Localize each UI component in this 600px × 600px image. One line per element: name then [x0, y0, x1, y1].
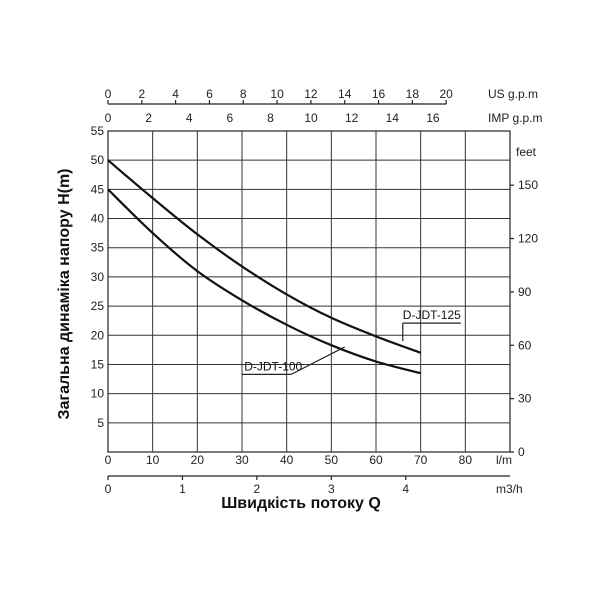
bottom-m3h-tick-label: 3 [328, 482, 335, 496]
top-imp-tick-label: 16 [426, 111, 440, 125]
top-imp-tick-label: 10 [304, 111, 318, 125]
x-tick-label: 40 [280, 453, 294, 467]
bottom-m3h-unit: m3/h [496, 482, 523, 496]
top-us-tick-label: 6 [206, 87, 213, 101]
x-tick-label: 60 [369, 453, 383, 467]
y-tick-label: 40 [91, 212, 105, 226]
y-tick-label: 45 [91, 182, 105, 196]
x-tick-label: 80 [459, 453, 473, 467]
top-us-tick-label: 12 [304, 87, 318, 101]
series-line-1 [107, 159, 422, 354]
right-tick-label: 150 [518, 178, 538, 192]
top-us-tick-label: 14 [338, 87, 352, 101]
label-layer: 0 10 20 30 40 50 60 70 80 l/m51015202530354045505… [91, 87, 543, 496]
x-unit-label: l/m [496, 453, 512, 467]
right-tick-label: 30 [518, 392, 532, 406]
plot-frame [107, 130, 511, 453]
top-imp-tick-label: 6 [226, 111, 233, 125]
callout-leader [290, 346, 346, 375]
series-label: D-JDT-125 [403, 308, 461, 322]
y-tick-label: 50 [91, 153, 105, 167]
series-label: D-JDT-100 [244, 359, 302, 373]
right-tick-label: 90 [518, 285, 532, 299]
y-tick-label: 35 [91, 241, 105, 255]
right-axis-unit: feet [516, 145, 537, 159]
y-axis-title: Загальна динаміка напору H(m) [56, 168, 73, 419]
top-us-tick-label: 18 [406, 87, 420, 101]
top-imp-unit: IMP g.p.m [488, 111, 542, 125]
top-us-unit: US g.p.m [488, 87, 538, 101]
y-tick-label: 30 [91, 270, 105, 284]
series-layer [107, 159, 422, 375]
x-tick-label: 70 [414, 453, 428, 467]
top-us-tick-label: 4 [172, 87, 179, 101]
right-tick-label: 60 [518, 338, 532, 352]
top-us-tick-label: 0 [105, 87, 112, 101]
x-axis-title: Швидкість потоку Q [221, 495, 381, 512]
y-tick-label: 10 [91, 387, 105, 401]
bottom-m3h-tick-label: 1 [179, 482, 186, 496]
bottom-m3h-tick-label: 2 [254, 482, 261, 496]
top-imp-tick-label: 14 [386, 111, 400, 125]
axes-layer [107, 100, 514, 480]
top-us-tick-label: 2 [138, 87, 145, 101]
right-tick-label: 0 [518, 445, 525, 459]
top-imp-tick-label: 2 [145, 111, 152, 125]
bottom-m3h-tick-label: 4 [402, 482, 409, 496]
x-tick-label: 20 [191, 453, 205, 467]
top-imp-tick-label: 4 [186, 111, 193, 125]
top-us-tick-label: 20 [439, 87, 453, 101]
x-tick-label: 10 [146, 453, 160, 467]
y-tick-label: 15 [91, 357, 105, 371]
x-tick-label: 30 [235, 453, 249, 467]
y-tick-label: 25 [91, 299, 105, 313]
y-tick-label: 55 [91, 124, 105, 138]
top-us-tick-label: 16 [372, 87, 386, 101]
x-tick-label: 0 [105, 453, 112, 467]
bottom-m3h-tick-label: 0 [105, 482, 112, 496]
y-tick-label: 5 [97, 416, 104, 430]
grid-layer [107, 130, 511, 453]
series-line-2 [107, 188, 421, 375]
top-us-tick-label: 8 [240, 87, 247, 101]
top-imp-tick-label: 8 [267, 111, 274, 125]
top-imp-tick-label: 12 [345, 111, 359, 125]
y-tick-label: 20 [91, 328, 105, 342]
x-tick-label: 50 [325, 453, 339, 467]
top-imp-tick-label: 0 [105, 111, 112, 125]
right-tick-label: 120 [518, 232, 538, 246]
top-us-tick-label: 10 [270, 87, 284, 101]
